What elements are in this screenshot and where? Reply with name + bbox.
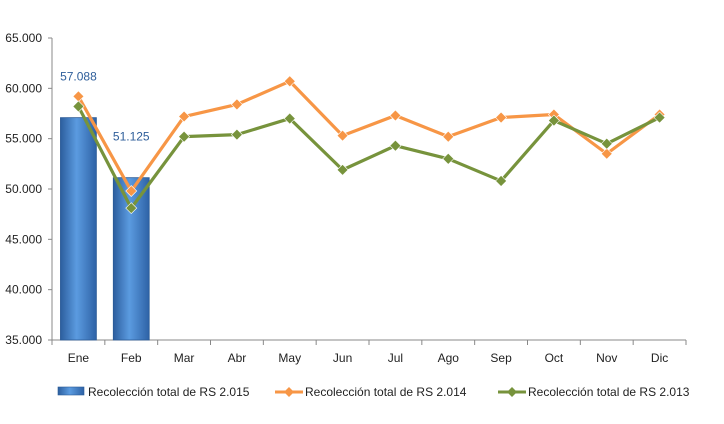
x-tick-label-sep: Sep (490, 351, 512, 365)
point-1-ene (72, 100, 85, 113)
point-1-feb (125, 202, 138, 215)
x-tick-label-ene: Ene (68, 351, 90, 365)
x-tick-label-nov: Nov (596, 351, 617, 365)
point-0-mar (178, 110, 191, 123)
y-tick-label: 55.000 (5, 132, 42, 146)
y-tick-label: 60.000 (5, 81, 42, 95)
data-label-ene: 57.088 (60, 70, 97, 84)
point-1-jun (336, 163, 349, 176)
x-tick-label-jul: Jul (388, 351, 403, 365)
point-1-may (283, 112, 296, 125)
point-0-nov (600, 147, 613, 160)
point-0-jul (389, 109, 402, 122)
point-1-sep (495, 175, 508, 187)
legend-label: Recolección total de RS 2.015 (88, 385, 250, 399)
legend: Recolección total de RS 2.015 Recolección… (57, 385, 690, 399)
line-series-0 (77, 79, 661, 193)
point-1-ago (442, 152, 455, 165)
point-0-may (283, 75, 296, 88)
line-series (72, 75, 666, 215)
data-labels: 57.088 51.125 (60, 70, 150, 144)
legend-label: Recolección total de RS 2.013 (528, 385, 690, 399)
point-1-oct (547, 114, 560, 127)
y-tick-label: 65.000 (5, 31, 42, 45)
point-1-nov (600, 137, 613, 150)
legend-swatch-marker (284, 387, 294, 397)
bar-feb (112, 177, 150, 341)
point-0-jun (336, 129, 349, 142)
point-0-feb (125, 185, 138, 197)
x-tick-label-oct: Oct (545, 351, 564, 365)
point-1-dic (653, 111, 666, 124)
y-tick-label: 50.000 (5, 182, 42, 196)
x-tick-label-jun: Jun (333, 351, 352, 365)
y-tick-label: 35.000 (5, 333, 42, 347)
point-1-abr (230, 128, 243, 141)
legend-swatch-bar (57, 386, 85, 396)
bar-series-2015 (60, 117, 150, 341)
point-0-abr (230, 98, 243, 111)
x-tick-label-dic: Dic (651, 351, 668, 365)
y-tick-label: 45.000 (5, 232, 42, 246)
y-tick-label: 40.000 (5, 283, 42, 297)
bar-ene (60, 117, 97, 341)
point-1-jul (389, 139, 402, 152)
point-0-sep (495, 111, 508, 124)
line-series-1 (76, 105, 661, 210)
point-1-mar (178, 130, 191, 143)
point-0-ago (442, 130, 455, 143)
x-tick-label-abr: Abr (228, 351, 247, 365)
x-tick-label-ago: Ago (438, 351, 460, 365)
data-label-feb: 51.125 (113, 130, 150, 144)
x-tick-label-mar: Mar (174, 351, 195, 365)
legend-swatch-marker (507, 387, 517, 397)
legend-label: Recolección total de RS 2.014 (305, 385, 467, 399)
x-tick-label-may: May (278, 351, 301, 365)
x-tick-label-feb: Feb (121, 351, 142, 365)
axes: 35.000 40.000 45.000 50.000 55.000 60.000 65.0… (5, 31, 687, 365)
